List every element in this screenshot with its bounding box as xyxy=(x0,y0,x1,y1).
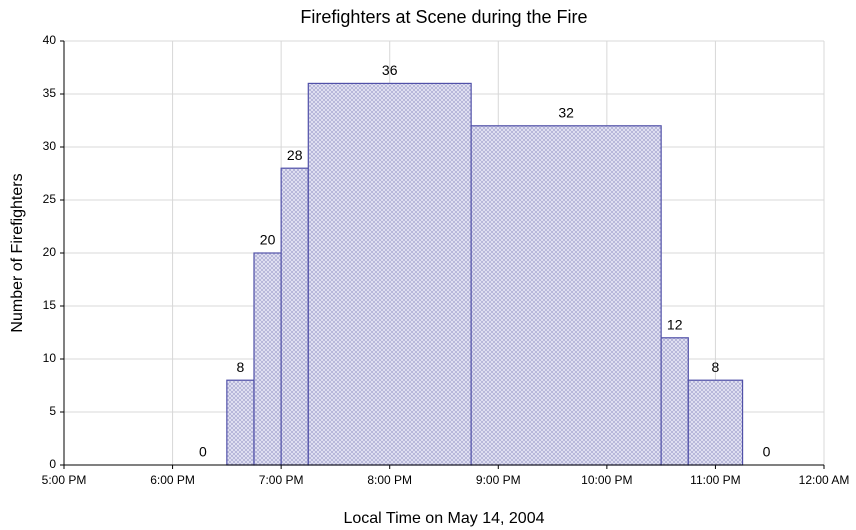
step-segment xyxy=(660,337,689,466)
data-label: 36 xyxy=(382,62,398,78)
chart-title: Firefighters at Scene during the Fire xyxy=(300,7,587,27)
data-label: 8 xyxy=(237,359,245,375)
y-tick-label: 25 xyxy=(43,192,57,206)
data-label: 28 xyxy=(287,147,303,163)
data-label: 32 xyxy=(558,105,574,121)
step-segment xyxy=(226,379,255,466)
y-tick-label: 40 xyxy=(43,33,57,47)
x-tick-label: 10:00 PM xyxy=(581,473,632,487)
y-tick-label: 0 xyxy=(49,457,56,471)
data-label: 0 xyxy=(199,444,207,460)
y-axis-label: Number of Firefighters xyxy=(9,173,26,332)
step-segment xyxy=(253,252,282,466)
y-tick-label: 15 xyxy=(43,298,57,312)
x-tick-label: 5:00 PM xyxy=(42,473,87,487)
x-tick-label: 7:00 PM xyxy=(259,473,304,487)
step-segment xyxy=(470,125,662,466)
data-label: 12 xyxy=(667,317,683,333)
x-tick-label: 8:00 PM xyxy=(367,473,412,487)
step-segment xyxy=(687,379,744,466)
y-tick-label: 5 xyxy=(49,404,56,418)
x-tick-label: 6:00 PM xyxy=(150,473,195,487)
step-segment xyxy=(280,167,309,466)
data-label: 8 xyxy=(712,359,720,375)
y-tick-label: 10 xyxy=(43,351,57,365)
x-axis-label: Local Time on May 14, 2004 xyxy=(343,510,544,527)
x-tick-label: 12:00 AM xyxy=(799,473,850,487)
step-segment xyxy=(307,82,472,466)
y-tick-label: 30 xyxy=(43,139,57,153)
y-tick-label: 20 xyxy=(43,245,57,259)
y-tick-label: 35 xyxy=(43,86,57,100)
x-tick-label: 9:00 PM xyxy=(476,473,521,487)
data-label: 0 xyxy=(763,444,771,460)
data-label: 20 xyxy=(260,232,276,248)
x-tick-label: 11:00 PM xyxy=(690,473,740,487)
